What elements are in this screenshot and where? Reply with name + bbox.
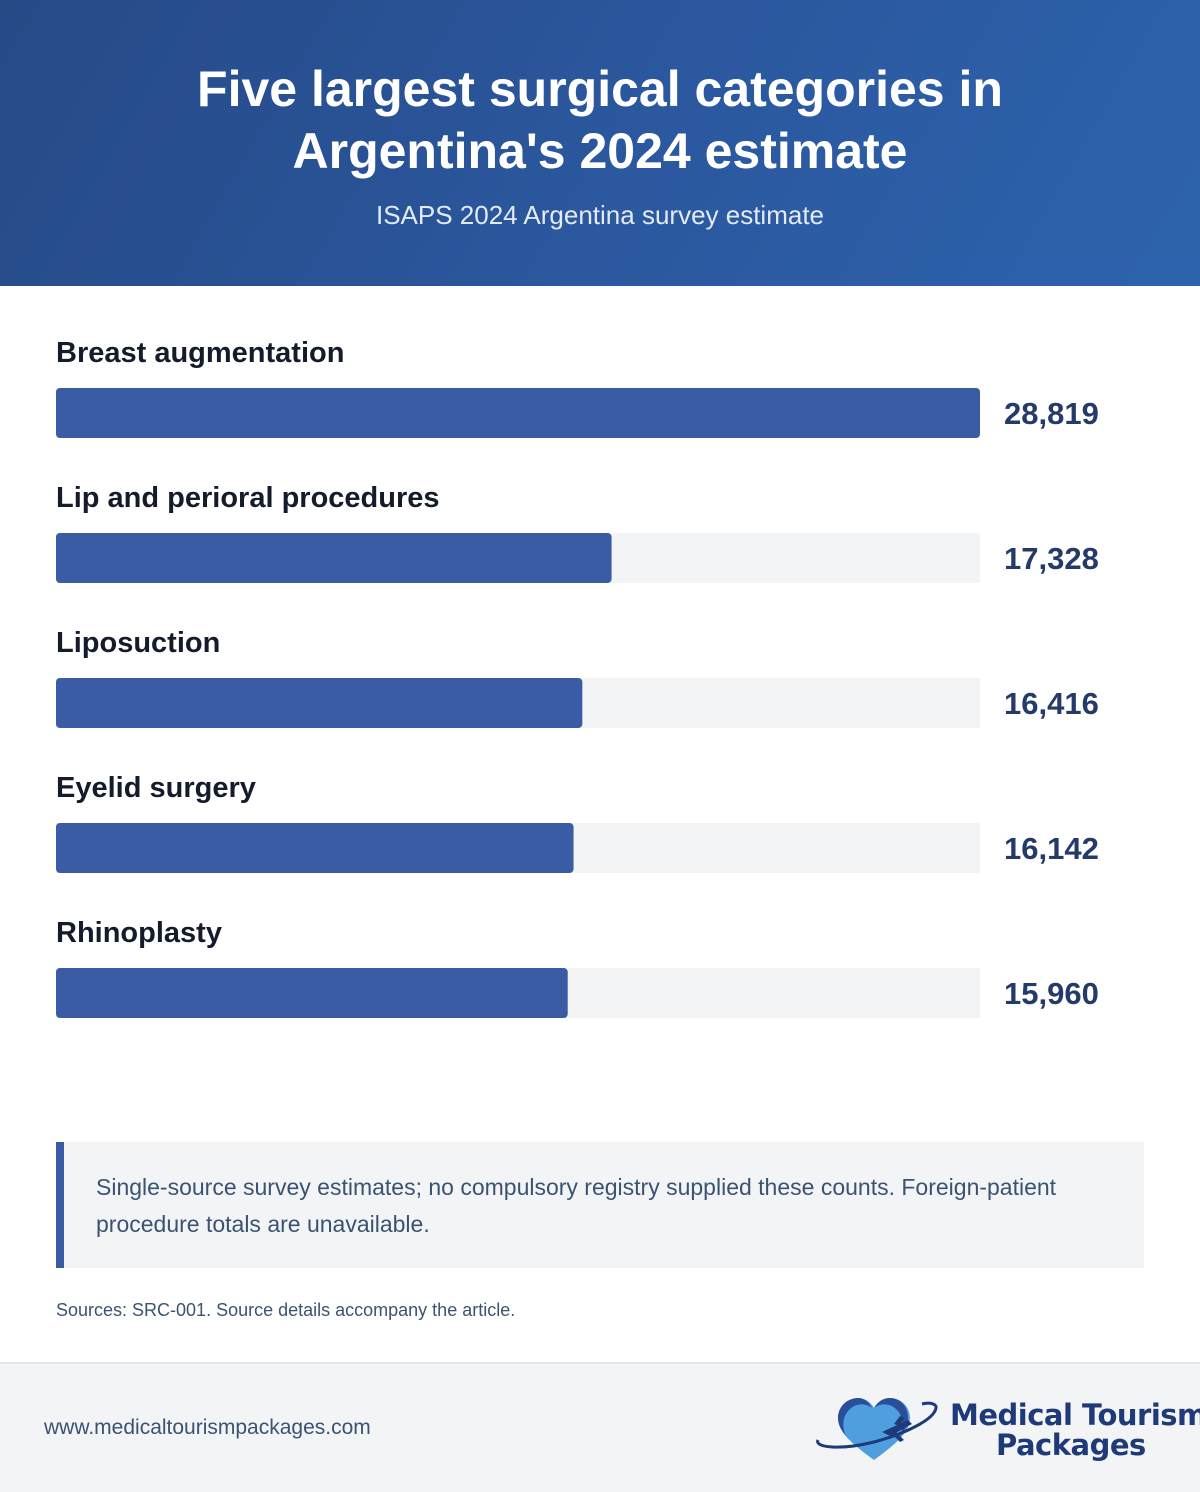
category-label: Lip and perioral procedures [56,482,440,514]
category-label: Breast augmentation [56,337,344,369]
page-title: Five largest surgical categories in Arge… [197,61,1003,179]
bar [56,968,568,1018]
category-label: Liposuction [56,627,220,659]
value-label: 17,328 [1004,541,1099,576]
sources-line: Sources: SRC-001. Source details accompa… [56,1300,516,1320]
brand-logo[interactable]: Medical Tourism Packages [812,1394,1200,1466]
bar [56,678,583,728]
category-label: Rhinoplasty [56,917,222,949]
bar [56,823,574,873]
header-banner: Five largest surgical categories in Arge… [0,0,1200,286]
heart-plane-icon [816,1398,938,1460]
site-url[interactable]: www.medicaltourismpackages.com [44,1416,371,1439]
value-label: 28,819 [1004,396,1099,431]
logo-text-line2: Packages [996,1428,1146,1462]
bar [56,533,612,583]
bar-chart: Breast augmentation 28,819 Lip and periora… [56,337,1099,1018]
value-label: 16,142 [1004,831,1099,866]
page-subtitle: ISAPS 2024 Argentina survey estimate [375,200,825,230]
category-label: Eyelid surgery [56,772,256,804]
value-label: 16,416 [1004,686,1099,721]
value-label: 15,960 [1004,976,1099,1011]
logo-text-line1: Medical Tourism [950,1398,1200,1432]
footer: www.medicaltourismpackages.com Medical T… [0,1362,1200,1492]
disclaimer-note: Single-source survey estimates; no compu… [56,1142,1144,1268]
bar [56,388,980,438]
